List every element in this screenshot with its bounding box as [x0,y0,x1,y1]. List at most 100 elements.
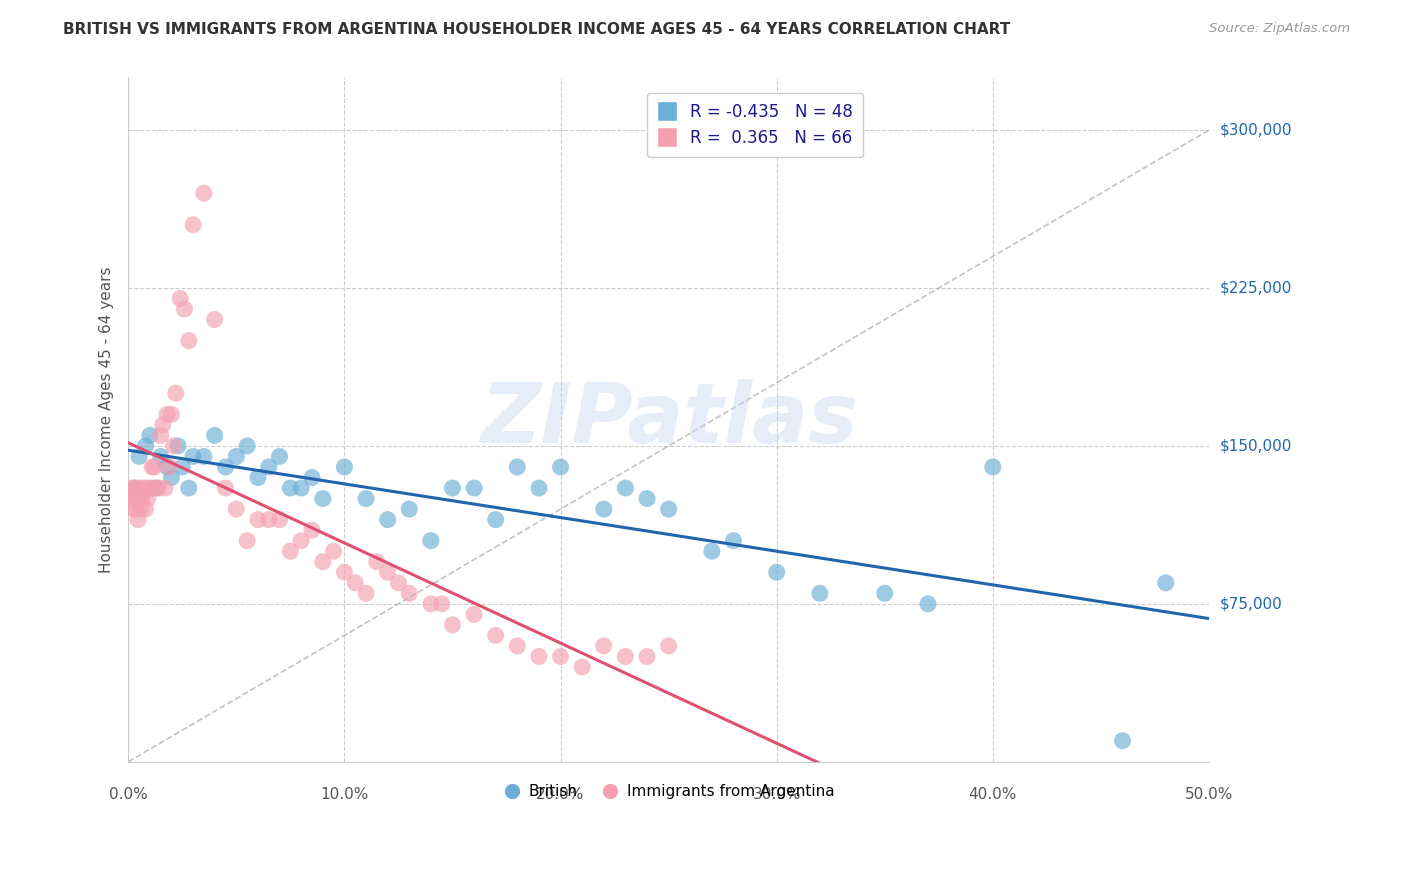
Point [225,450,247,464]
Point [290,481,312,495]
Point [280,544,302,558]
Text: BRITISH VS IMMIGRANTS FROM ARGENTINA HOUSEHOLDER INCOME AGES 45 - 64 YEARS CORRE: BRITISH VS IMMIGRANTS FROM ARGENTINA HOU… [63,22,1011,37]
Text: 50.0%: 50.0% [1185,787,1233,802]
Text: $300,000: $300,000 [1220,122,1292,137]
Point [162,439,184,453]
Point [172,460,194,475]
Point [165,386,187,401]
Point [301,523,323,537]
Point [153,481,176,495]
Point [441,481,464,495]
Point [506,639,529,653]
Point [485,513,508,527]
Text: 10.0%: 10.0% [321,787,368,802]
Point [366,555,388,569]
Point [177,334,200,348]
Point [312,555,335,569]
Point [269,450,291,464]
Point [131,491,153,506]
Point [135,502,157,516]
Point [1154,575,1177,590]
Point [700,544,723,558]
Point [658,639,681,653]
Legend: British, Immigrants from Argentina: British, Immigrants from Argentina [496,778,841,805]
Point [120,491,142,506]
Point [135,481,157,495]
Point [236,439,259,453]
Point [419,597,441,611]
Point [143,481,166,495]
Point [157,460,180,475]
Point [181,450,204,464]
Point [257,460,280,475]
Point [141,460,163,475]
Point [614,481,637,495]
Point [152,417,174,432]
Point [290,533,312,548]
Point [257,513,280,527]
Point [177,481,200,495]
Point [160,470,183,484]
Point [122,502,145,516]
Point [193,450,215,464]
Point [377,513,399,527]
Point [145,481,167,495]
Point [128,481,150,495]
Point [614,649,637,664]
Point [917,597,939,611]
Point [463,607,485,622]
Point [312,491,335,506]
Point [136,491,159,506]
Point [398,586,420,600]
Point [129,502,152,516]
Text: $75,000: $75,000 [1220,597,1282,611]
Point [387,575,409,590]
Point [419,533,441,548]
Text: $225,000: $225,000 [1220,280,1292,295]
Point [167,439,190,453]
Point [143,460,166,475]
Point [765,566,787,580]
Point [121,491,143,506]
Point [354,586,377,600]
Point [169,292,191,306]
Point [193,186,215,201]
Point [571,660,593,674]
Point [135,439,157,453]
Point [204,428,226,442]
Y-axis label: Householder Income Ages 45 - 64 years: Householder Income Ages 45 - 64 years [100,267,114,573]
Point [246,513,269,527]
Point [592,502,614,516]
Point [636,649,658,664]
Point [485,628,508,642]
Point [550,649,572,664]
Point [377,566,399,580]
Point [333,460,356,475]
Point [430,597,453,611]
Point [124,481,146,495]
Point [214,481,236,495]
Point [139,481,162,495]
Text: 20.0%: 20.0% [536,787,585,802]
Point [225,502,247,516]
Point [527,649,550,664]
Point [132,481,155,495]
Point [149,450,172,464]
Point [121,481,143,495]
Point [344,575,367,590]
Point [125,491,148,506]
Point [636,491,658,506]
Point [280,481,302,495]
Point [301,470,323,484]
Point [527,481,550,495]
Text: 0.0%: 0.0% [108,787,148,802]
Point [160,408,183,422]
Point [398,502,420,516]
Point [236,533,259,548]
Point [124,481,146,495]
Point [441,618,464,632]
Text: Source: ZipAtlas.com: Source: ZipAtlas.com [1209,22,1350,36]
Point [463,481,485,495]
Point [873,586,896,600]
Point [506,460,529,475]
